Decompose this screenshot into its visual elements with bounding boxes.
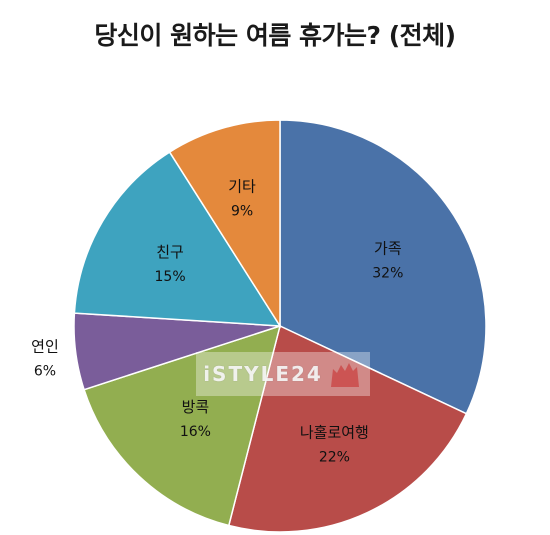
chart-title: 당신이 원하는 여름 휴가는? (전체) — [94, 21, 456, 50]
slice-value-5: 9% — [231, 203, 253, 219]
slice-label-2: 방콕 — [182, 398, 210, 416]
slice-label-5: 기타 — [228, 177, 256, 195]
pie-slice-4 — [73, 151, 282, 327]
cat-logo-icon — [330, 363, 359, 387]
slice-label-0: 가족 — [374, 240, 402, 258]
slice-value-1: 22% — [319, 450, 350, 466]
slice-value-2: 16% — [180, 424, 211, 440]
watermark: iSTYLE24 — [196, 352, 370, 396]
slice-label-1: 나홀로여행 — [300, 424, 369, 442]
slice-value-3: 6% — [34, 364, 56, 380]
pie-slice-0 — [279, 119, 487, 415]
slice-value-0: 32% — [372, 266, 403, 282]
pie-slice-2 — [83, 324, 282, 527]
pie-slice-5 — [168, 119, 281, 329]
watermark-text: iSTYLE24 — [203, 362, 323, 386]
pie-slice-1 — [227, 324, 468, 533]
slice-label-4: 친구 — [156, 243, 184, 261]
slice-label-3: 연인 — [31, 338, 59, 356]
slice-value-4: 15% — [155, 269, 186, 285]
